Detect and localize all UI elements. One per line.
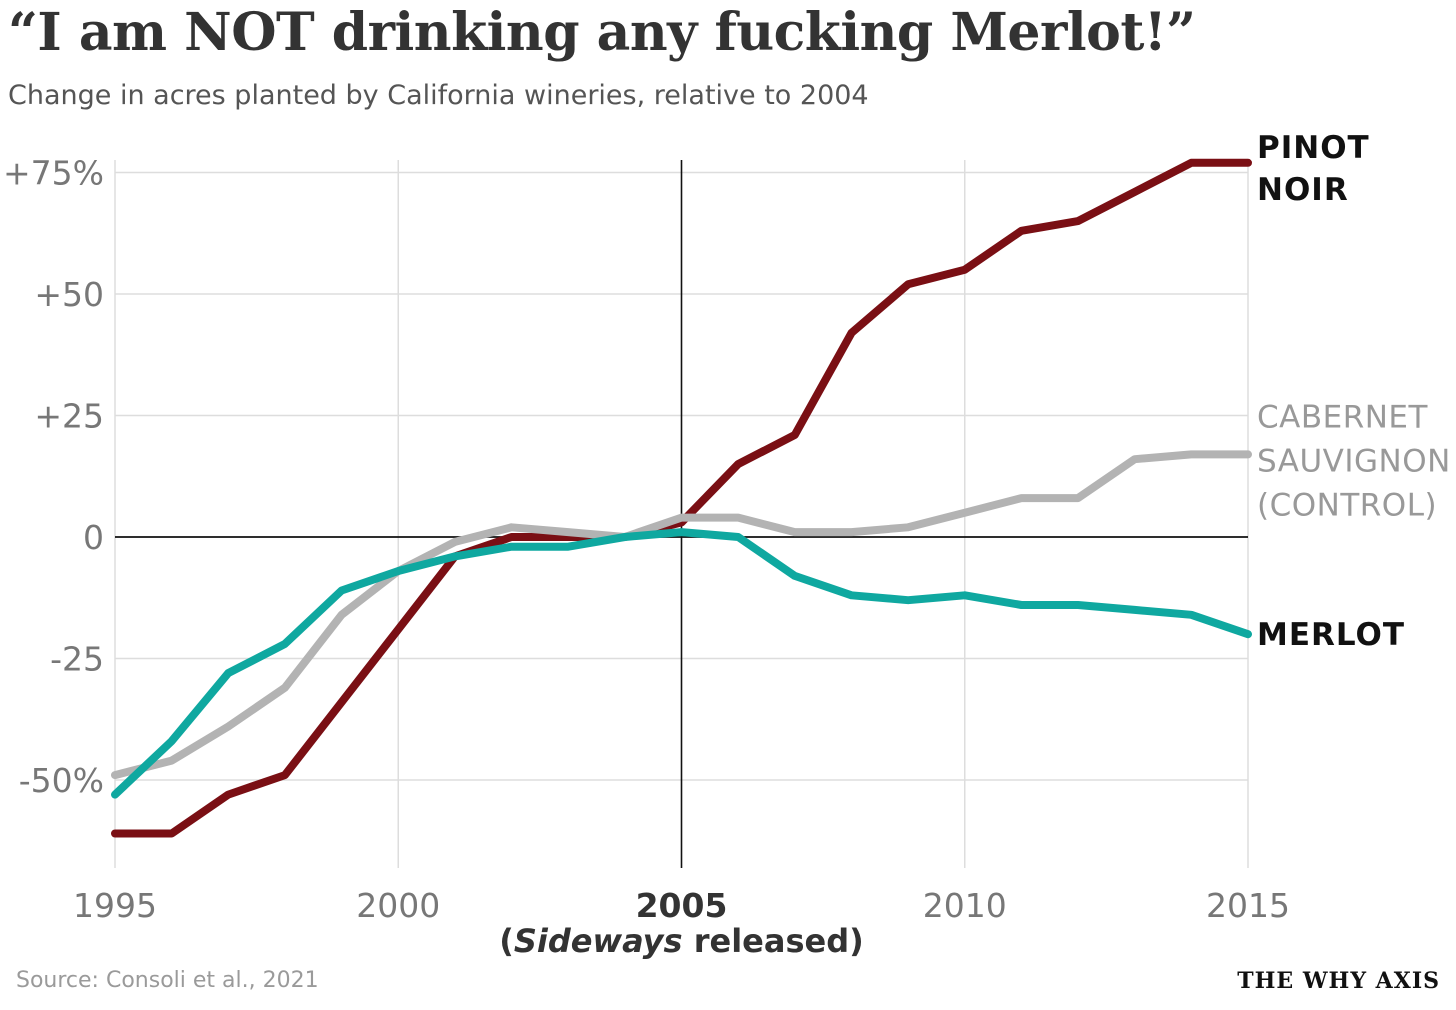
x-tick-label: 1995 <box>73 886 157 925</box>
x-tick-label: 2010 <box>923 886 1007 925</box>
series-label: PINOT <box>1257 130 1370 166</box>
y-tick-label: +50 <box>34 275 104 314</box>
x-tick-label: 2005 <box>636 886 728 925</box>
y-tick-label: -50% <box>19 761 104 800</box>
source-note: Source: Consoli et al., 2021 <box>16 968 319 993</box>
series-line <box>111 450 1252 780</box>
series-label: MERLOT <box>1257 617 1405 653</box>
annotation-sublabel: (Sideways released) <box>499 922 864 960</box>
chart-title: “I am NOT drinking any fucking Merlot!” <box>8 2 1196 63</box>
y-tick-label: -25 <box>50 640 104 679</box>
series-label: SAUVIGNON <box>1257 443 1451 479</box>
x-tick-label: 2000 <box>356 886 440 925</box>
y-tick-label: +75% <box>3 154 104 193</box>
series-label: (CONTROL) <box>1257 487 1437 523</box>
y-tick-label: +25 <box>34 397 104 436</box>
series-label: CABERNET <box>1257 399 1429 435</box>
series-line <box>111 528 1252 799</box>
series-line <box>111 158 1252 838</box>
brand-logo-text: THE WHY AXIS <box>1237 968 1440 994</box>
series-label: NOIR <box>1257 172 1349 208</box>
chart-subtitle: Change in acres planted by California wi… <box>8 80 869 111</box>
x-tick-label: 2015 <box>1206 886 1290 925</box>
y-tick-label: 0 <box>83 518 104 557</box>
